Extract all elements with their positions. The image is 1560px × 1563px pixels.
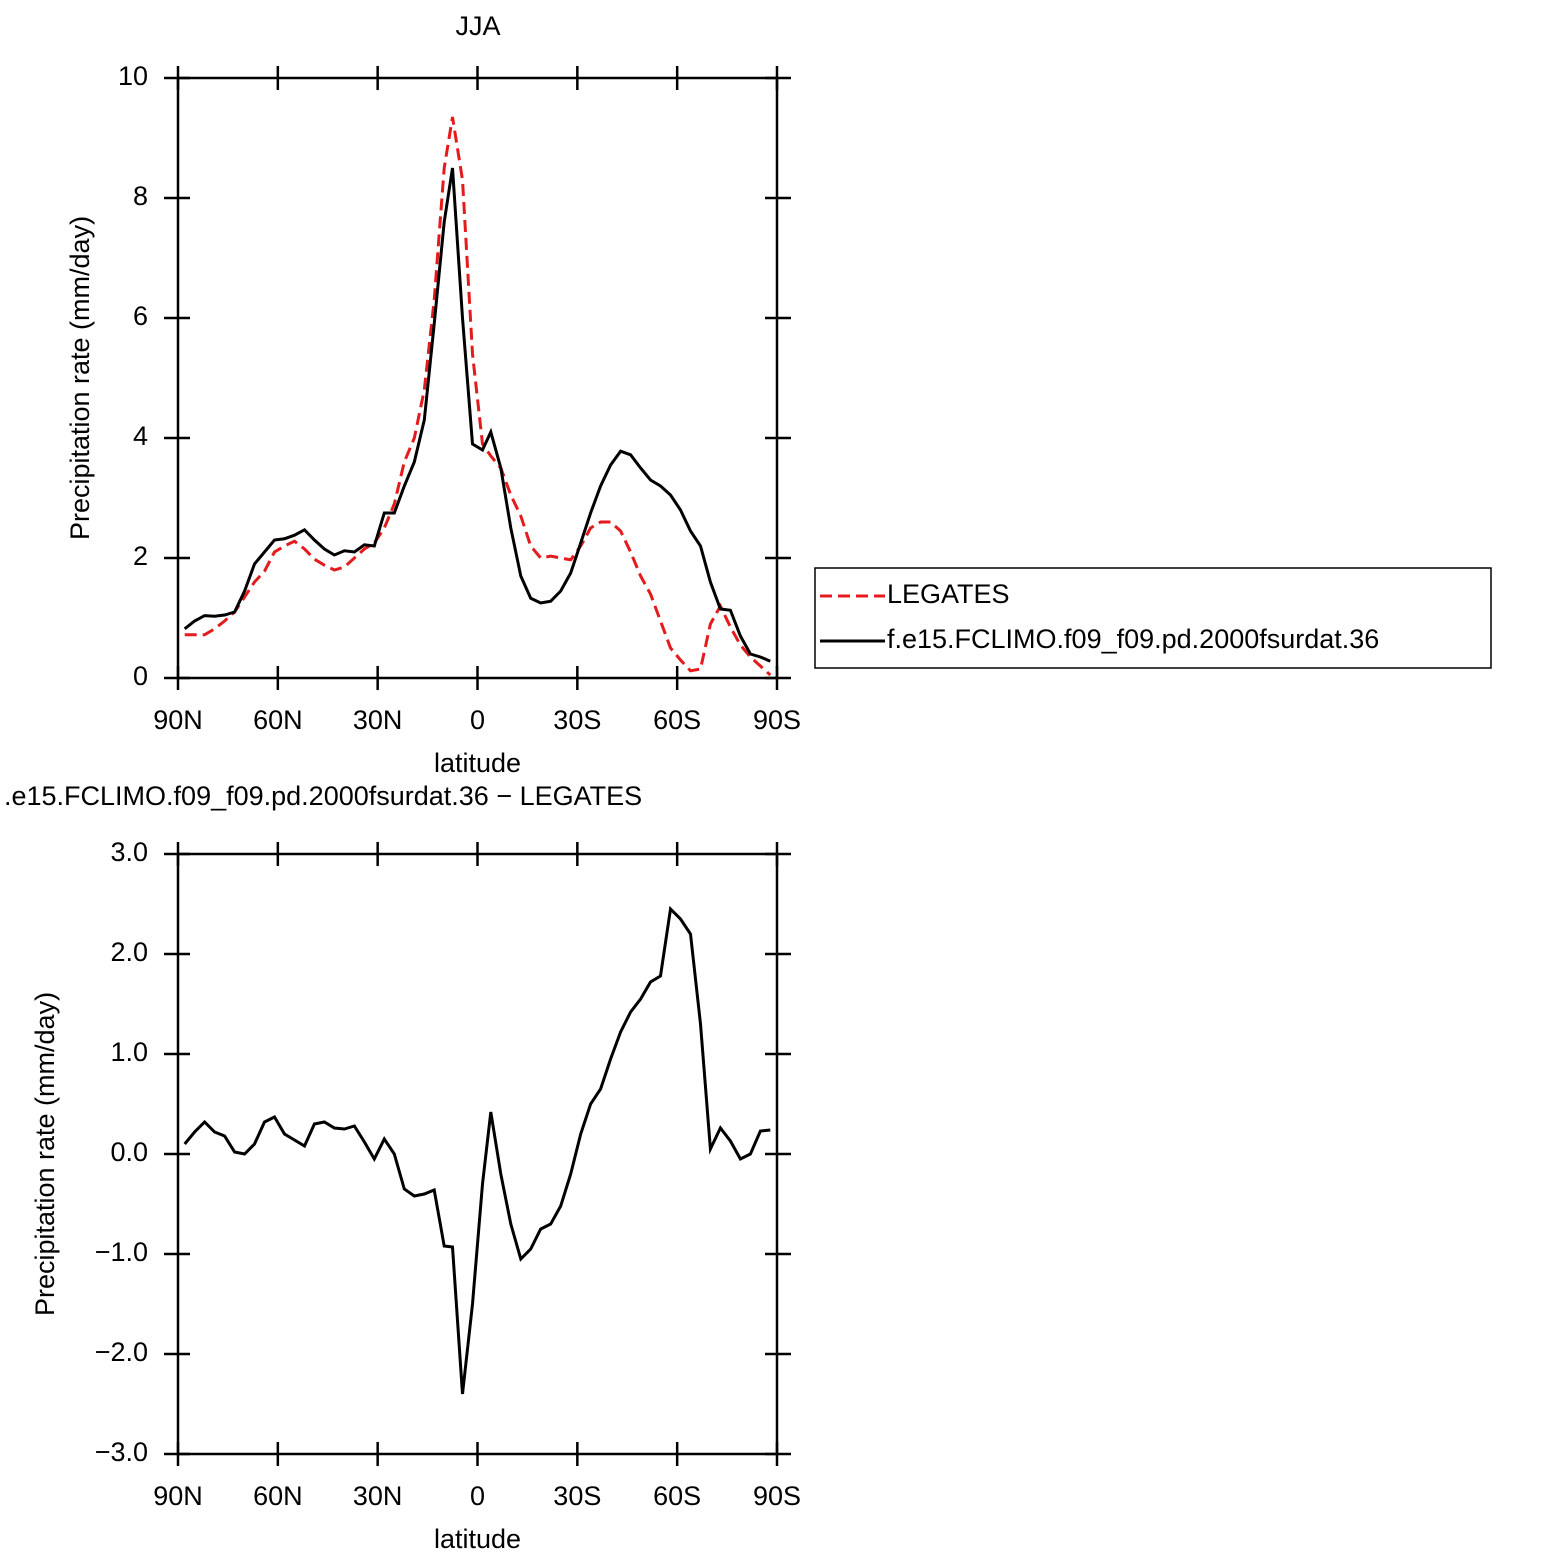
x-tick-label: 90N	[153, 1481, 203, 1511]
chart-title: JJA	[455, 11, 500, 41]
y-axis-label: Precipitation rate (mm/day)	[65, 216, 95, 540]
data-line	[183, 167, 771, 663]
y-tick-label: 2	[133, 541, 148, 571]
y-tick-label: 8	[133, 181, 148, 211]
y-tick-label: 1.0	[110, 1037, 148, 1067]
x-tick-label: 60N	[253, 1481, 303, 1511]
y-tick-label: 6	[133, 301, 148, 331]
x-tick-label: 30S	[553, 705, 601, 735]
data-line	[184, 116, 772, 677]
x-tick-label: 90N	[153, 705, 203, 735]
x-tick-label: 90S	[753, 705, 801, 735]
y-tick-label: −2.0	[95, 1337, 148, 1367]
x-tick-label: 0	[470, 705, 485, 735]
y-tick-label: −1.0	[95, 1237, 148, 1267]
x-tick-label: 60S	[653, 1481, 701, 1511]
y-axis-label: Precipitation rate (mm/day)	[30, 992, 60, 1316]
x-axis-label: latitude	[434, 1524, 521, 1554]
x-tick-label: 60S	[653, 705, 701, 735]
y-tick-label: 0	[133, 661, 148, 691]
x-tick-label: 30N	[353, 1481, 403, 1511]
plot-frame	[176, 852, 779, 1456]
y-tick-label: 4	[133, 421, 148, 451]
chart-title: .e15.FCLIMO.f09_f09.pd.2000fsurdat.36 − …	[4, 781, 642, 811]
data-line	[183, 905, 771, 1395]
x-tick-label: 0	[470, 1481, 485, 1511]
y-tick-label: 10	[118, 61, 148, 91]
x-tick-label: 30N	[353, 705, 403, 735]
legend-label: LEGATES	[887, 579, 1010, 609]
plot-frame	[176, 76, 779, 680]
y-tick-label: −3.0	[95, 1437, 148, 1467]
legend-label: f.e15.FCLIMO.f09_f09.pd.2000fsurdat.36	[887, 624, 1379, 654]
x-axis-label: latitude	[434, 748, 521, 778]
y-tick-label: 0.0	[110, 1137, 148, 1167]
y-tick-label: 3.0	[110, 837, 148, 867]
x-tick-label: 30S	[553, 1481, 601, 1511]
y-tick-label: 2.0	[110, 937, 148, 967]
x-tick-label: 90S	[753, 1481, 801, 1511]
legend-box	[814, 567, 1492, 669]
x-tick-label: 60N	[253, 705, 303, 735]
